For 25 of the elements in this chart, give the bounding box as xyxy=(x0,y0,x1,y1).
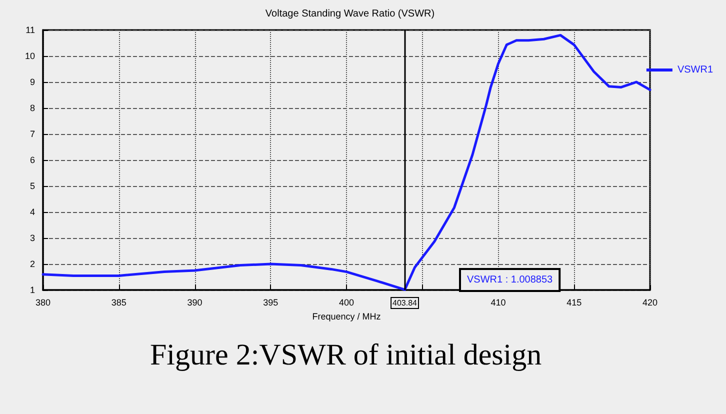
x-tick-label: 380 xyxy=(35,298,51,308)
caption: Figure 2:VSWR of initial design xyxy=(150,338,542,372)
y-tick-label: 8 xyxy=(30,103,35,113)
x-tick-label: 385 xyxy=(111,298,126,308)
y-tick-label: 11 xyxy=(26,25,35,35)
x-axis-title: Frequency / MHz xyxy=(312,312,382,322)
x-tick-label: 420 xyxy=(642,298,658,308)
legend-label: VSWR1 xyxy=(677,64,714,76)
y-tick-label: 6 xyxy=(30,155,35,165)
y-tick-label: 7 xyxy=(30,129,35,139)
x-tick-label: 390 xyxy=(187,298,202,308)
y-tick-label: 1 xyxy=(30,285,35,295)
x-tick-label: 400 xyxy=(338,298,354,308)
ref-line-label: 403.84 xyxy=(392,298,418,308)
chart-title: Voltage Standing Wave Ratio (VSWR) xyxy=(265,8,435,20)
y-tick-label: 9 xyxy=(30,77,35,87)
y-tick-label: 5 xyxy=(30,181,35,191)
y-tick-label: 3 xyxy=(30,233,35,243)
x-tick-label: 395 xyxy=(263,298,278,308)
y-tick-label: 2 xyxy=(30,259,35,269)
x-tick-label: 410 xyxy=(490,298,506,308)
annotation: VSWR1 : 1.008853 xyxy=(467,274,554,286)
x-tick-label: 415 xyxy=(566,298,582,308)
y-tick-label: 4 xyxy=(30,207,35,217)
y-tick-label: 10 xyxy=(24,51,35,61)
